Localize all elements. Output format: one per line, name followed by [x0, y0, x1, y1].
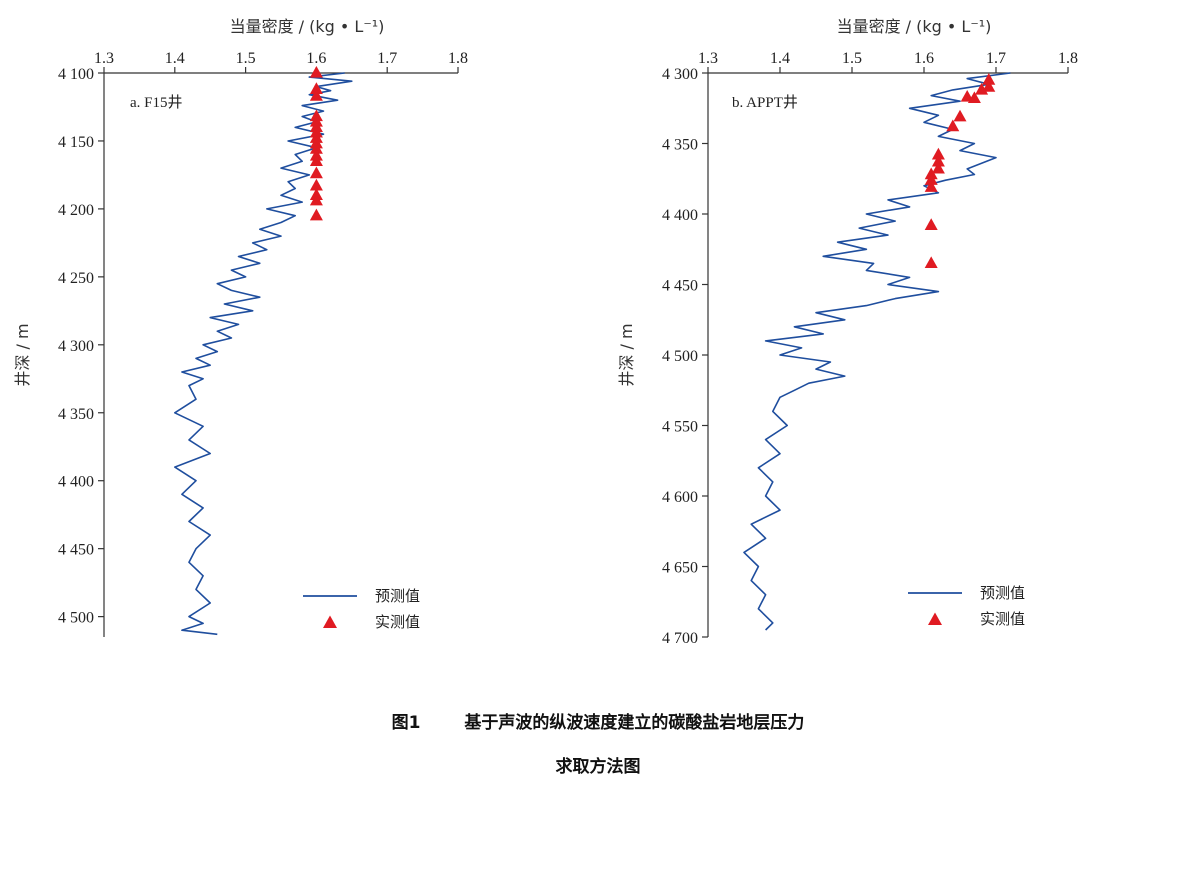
x-tick-label: 1.3 — [94, 50, 114, 67]
measured-point — [309, 166, 323, 179]
measured-point — [309, 89, 323, 101]
x-axis-title: 当量密度 / (kg • L⁻¹) — [230, 17, 385, 36]
legend-measured-label: 实测值 — [980, 610, 1025, 628]
legend-predicted-label: 预测值 — [375, 587, 420, 605]
measured-point — [975, 82, 989, 95]
chart-panel-a: 1.3 1.4 1.5 1.6 1.7 1.8 4 100 4 150 4 200 4 250 4 … — [13, 17, 468, 637]
measured-point — [953, 109, 967, 122]
y-axis-title: 井深 / m — [13, 323, 32, 386]
y-tick-label: 4 600 — [662, 489, 698, 506]
measured-point — [924, 256, 938, 269]
x-tick-label: 1.8 — [448, 50, 468, 67]
y-tick-label: 4 650 — [662, 560, 698, 577]
measured-point — [924, 173, 938, 185]
y-axis-title: 井深 / m — [617, 323, 636, 386]
legend-measured-swatch — [323, 615, 337, 629]
y-tick-label: 4 450 — [58, 542, 94, 559]
x-tick-label: 1.3 — [698, 50, 718, 67]
panel-label: b. APPT井 — [732, 94, 798, 111]
x-tick-label: 1.6 — [306, 50, 326, 67]
x-tick-label: 1.6 — [914, 50, 934, 67]
measured-point — [309, 82, 323, 94]
measured-point — [931, 161, 945, 174]
x-tick-label: 1.4 — [165, 50, 185, 67]
x-tick-label: 1.8 — [1058, 50, 1078, 67]
x-tick-label: 1.5 — [236, 50, 256, 67]
y-tick-label: 4 500 — [662, 348, 698, 365]
measured-point — [967, 91, 981, 104]
measured-point — [309, 65, 323, 78]
x-tick-label: 1.5 — [842, 50, 862, 67]
y-tick-label: 4 450 — [662, 278, 698, 295]
figure-title-line1: 基于声波的纵波速度建立的碳酸盐岩地层压力 — [464, 713, 805, 733]
figure-caption-line1: 图1 基于声波的纵波速度建立的碳酸盐岩地层压力 — [0, 708, 1196, 733]
y-tick-label: 4 150 — [58, 134, 94, 151]
y-tick-label: 4 400 — [662, 207, 698, 224]
measured-point — [309, 142, 323, 154]
y-tick-label: 4 550 — [662, 419, 698, 436]
measured-point — [309, 154, 323, 167]
y-tick-label: 4 250 — [58, 270, 94, 287]
predicted-series-line — [174, 72, 353, 636]
y-tick-label: 4 100 — [58, 66, 94, 83]
measured-point — [309, 208, 323, 221]
x-tick-label: 1.4 — [770, 50, 790, 67]
measured-point — [924, 218, 938, 230]
y-tick-label: 4 350 — [662, 137, 698, 154]
figure-title-line2: 求取方法图 — [555, 757, 641, 777]
legend-measured-swatch — [928, 612, 942, 626]
y-tick-label: 4 400 — [58, 474, 94, 491]
x-axis-title: 当量密度 / (kg • L⁻¹) — [837, 17, 992, 36]
y-tick-label: 4 700 — [662, 630, 698, 647]
measured-point — [309, 178, 323, 191]
figure-number: 图1 — [391, 713, 421, 733]
measured-point — [309, 193, 323, 206]
chart-figure: 1.3 1.4 1.5 1.6 1.7 1.8 4 100 4 150 4 200 4 250 4 … — [13, 17, 1078, 647]
measured-point — [924, 180, 938, 192]
figure-caption-line2: 求取方法图 — [0, 752, 1196, 777]
measured-point — [946, 119, 960, 132]
y-tick-label: 4 300 — [58, 338, 94, 355]
y-tick-label: 4 350 — [58, 406, 94, 423]
measured-point — [931, 147, 945, 160]
measured-point — [982, 73, 996, 85]
y-tick-label: 4 300 — [662, 66, 698, 83]
predicted-series-line — [743, 72, 1011, 631]
y-tick-label: 4 200 — [58, 202, 94, 219]
measured-point — [931, 154, 945, 167]
legend-predicted-label: 预测值 — [980, 584, 1025, 602]
legend-measured-label: 实测值 — [375, 613, 420, 631]
measured-point — [982, 80, 996, 92]
x-tick-label: 1.7 — [377, 50, 397, 67]
y-tick-label: 4 500 — [58, 610, 94, 627]
chart-panel-b: 1.3 1.4 1.5 1.6 1.7 1.8 4 300 4 350 4 400 4 450 4 … — [617, 17, 1078, 647]
x-tick-label: 1.7 — [986, 50, 1006, 67]
panel-label: a. F15井 — [130, 94, 183, 111]
